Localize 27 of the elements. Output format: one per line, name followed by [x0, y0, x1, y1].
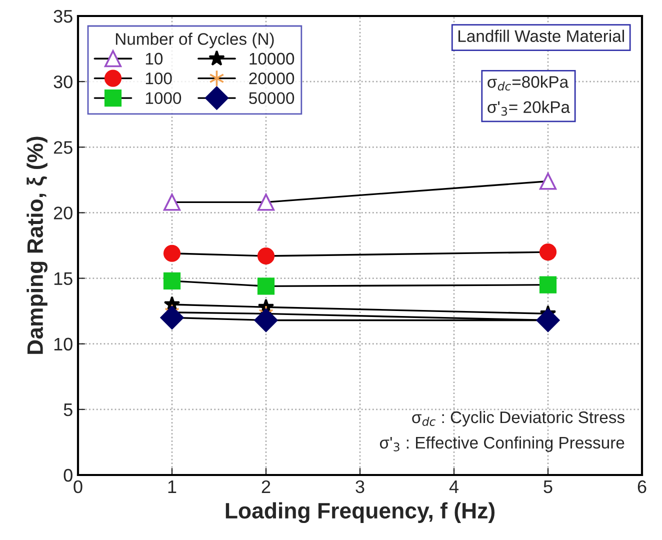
x-tick-label: 4 [449, 480, 458, 493]
y-tick-label: 35 [54, 10, 72, 23]
x-tick-label: 6 [638, 480, 646, 494]
y-tick-label: 20 [54, 206, 72, 220]
x-tick-label: 2 [262, 480, 270, 493]
legend-label: 20000 [249, 72, 294, 84]
x-tick-label: 5 [544, 480, 552, 494]
legend-title: Number of Cycles (N) [116, 32, 274, 48]
y-tick-label: 15 [54, 272, 72, 286]
legend-label: 50000 [249, 92, 294, 104]
y-tick-label: 30 [54, 76, 72, 88]
x-tick-label: 0 [74, 480, 82, 494]
x-axis-title: Loading Frequency, f (Hz) [226, 502, 495, 524]
annotation: Landfill Waste Material [458, 30, 624, 42]
y-axis-title: Damping Ratio, ξ (%) [26, 136, 48, 354]
legend-label: 10000 [250, 52, 294, 65]
x-tick-label: 3 [356, 480, 364, 494]
text: σ$_{dc}$ : Cyclic Deviatoric Stress σ'$_{3}$ : Effective Confining Pressure [380, 410, 624, 452]
legend-label: 1000 [146, 92, 182, 104]
y-tick-label: 25 [54, 141, 72, 154]
legend-label: 10 [146, 52, 163, 65]
legend-label: 100 [146, 72, 172, 84]
y-tick-label: 10 [54, 338, 72, 351]
y-tick-label: 0 [64, 468, 72, 482]
annotation: σ$_{dc}$=80kPa σ'$_{3}$= 20kPa [488, 76, 570, 116]
y-tick-label: 5 [64, 404, 72, 416]
x-tick-label: 1 [168, 480, 176, 493]
